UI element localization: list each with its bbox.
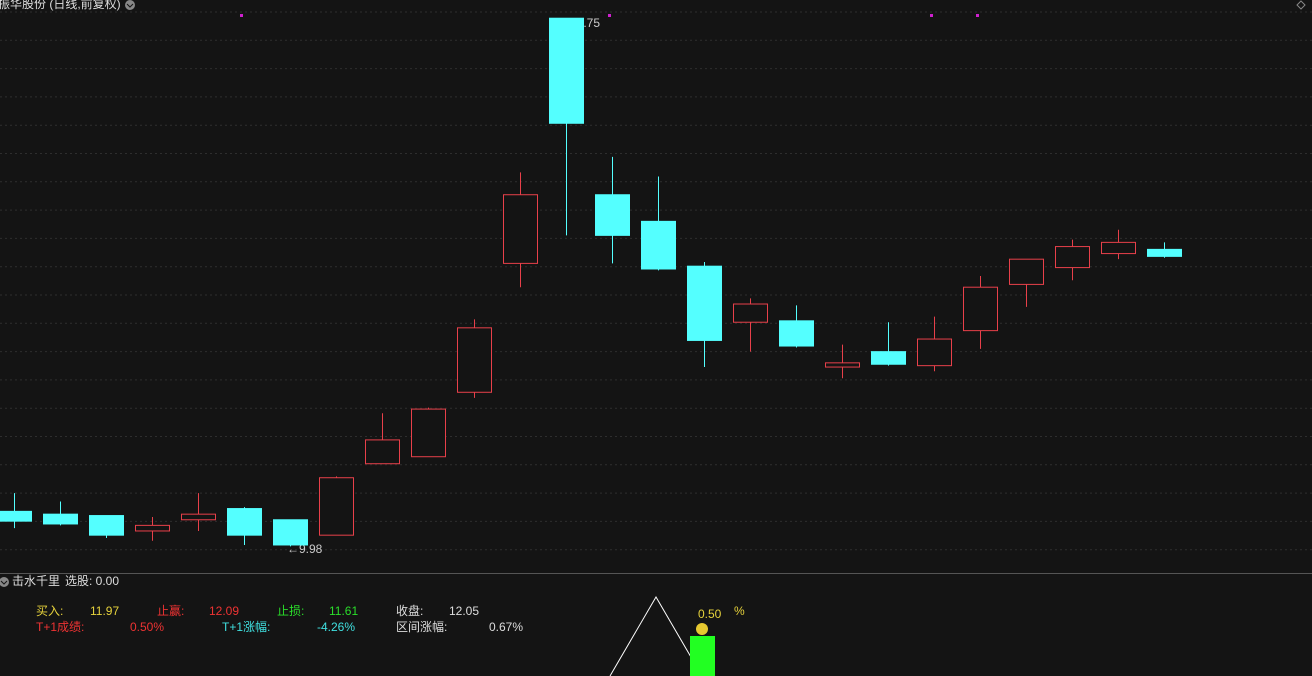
corner-icon[interactable]: [1296, 0, 1306, 10]
stat-label: 买入:: [36, 604, 63, 618]
candle-body: [733, 303, 768, 323]
candle-body: [365, 439, 400, 465]
candle-body: [457, 327, 492, 393]
indicator-pick: 选股: 0.00: [65, 574, 119, 588]
stat-value: 12.05: [449, 604, 479, 618]
stat-value: 0.50%: [130, 620, 164, 634]
chevron: [0, 580, 8, 585]
candle-body: [181, 513, 216, 521]
candle-body: [549, 17, 584, 124]
candle-body: [273, 519, 308, 546]
candle-body: [1055, 246, 1090, 269]
menu-toggle[interactable]: [125, 0, 135, 10]
candle-body: [43, 513, 78, 525]
candle-body: [963, 286, 998, 332]
candle-body: [825, 362, 860, 368]
candle-body: [641, 220, 676, 270]
candle-body: [687, 265, 722, 341]
stat-value: 12.09: [209, 604, 239, 618]
bar-unit: %: [734, 604, 745, 618]
stat-value: -4.26%: [317, 620, 355, 634]
candle-body: [0, 510, 32, 522]
candle-body: [319, 477, 354, 536]
stat-label: 收盘:: [396, 603, 423, 618]
candle-body: [871, 351, 906, 365]
signal-dots: [240, 14, 979, 17]
indicator-line: [609, 596, 703, 676]
face-icon: [696, 623, 708, 635]
stat-label: 止赢:: [157, 603, 184, 618]
stat-label: 止损:: [277, 604, 304, 618]
stat-label: 区间涨幅:: [396, 619, 447, 634]
candle-body: [595, 194, 630, 236]
stat-value: 0.67%: [489, 620, 523, 634]
bar-label: 0.50: [698, 607, 722, 621]
indicator-bar: [690, 636, 715, 676]
stat-label: T+1成绩:: [36, 620, 84, 634]
stat-value: 11.61: [329, 604, 358, 618]
chart-title: 振华股份 (日线,前复权): [0, 0, 121, 11]
candle-body: [89, 515, 124, 536]
chevron: [126, 3, 134, 8]
candle-body: [1101, 241, 1136, 255]
min-label: ←9.98: [287, 542, 323, 556]
indicator-stats: 买入: 11.97 止赢: 12.09 止损: 11.61 收盘: 12.05 T+1成绩: 0.…: [36, 603, 523, 634]
candle-body: [503, 194, 538, 264]
stat-label: T+1涨幅:: [222, 619, 270, 634]
candle-body: [227, 508, 262, 536]
candle-body: [1009, 258, 1044, 285]
indicator-name: 击水千里: [12, 574, 60, 588]
candle-body: [917, 338, 952, 367]
stat-value: 11.97: [90, 604, 119, 618]
indicator-toggle[interactable]: [0, 577, 9, 587]
candle-body: [1147, 248, 1182, 257]
candle-body: [411, 408, 446, 458]
candle-body: [135, 524, 170, 532]
candle-body: [779, 320, 814, 347]
